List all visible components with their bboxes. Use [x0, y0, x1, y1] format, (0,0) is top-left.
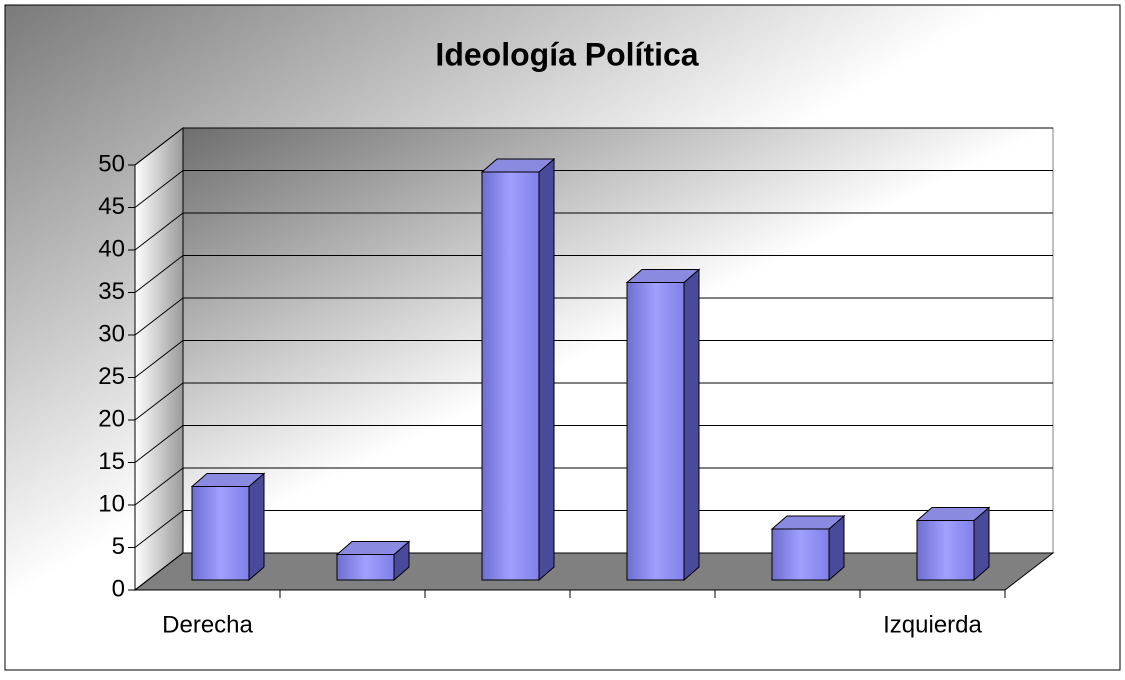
- grid-line: [134, 340, 184, 378]
- y-tick-label: 20: [98, 405, 125, 432]
- bar-side: [683, 268, 700, 582]
- x-tick-label: Derecha: [162, 611, 253, 638]
- grid-line: [134, 212, 184, 251]
- bar-side: [248, 472, 265, 582]
- chart-title: Ideología Política: [435, 36, 698, 72]
- bar: [626, 282, 685, 581]
- grid-line: [134, 127, 184, 166]
- y-tick-label: 35: [98, 278, 125, 305]
- bar-side: [538, 157, 555, 582]
- y-tick-label: 0: [112, 575, 125, 602]
- y-tick-label: 25: [98, 363, 125, 390]
- bar: [916, 520, 975, 581]
- y-tick-label: 5: [112, 533, 125, 560]
- y-tick-label: 10: [98, 490, 125, 517]
- grid-line: [134, 467, 184, 506]
- bar: [481, 171, 540, 581]
- y-tick-label: 40: [98, 235, 125, 262]
- grid-line: [134, 382, 184, 421]
- y-tick-label: 50: [98, 150, 125, 177]
- grid-line: [134, 425, 184, 463]
- bar: [771, 528, 830, 581]
- y-tick-label: 30: [98, 320, 125, 347]
- bar: [336, 554, 395, 581]
- grid-line: [134, 297, 184, 336]
- grid-line: [134, 255, 184, 293]
- y-tick-label: 45: [98, 193, 125, 220]
- x-tick-label: Izquierda: [883, 611, 982, 638]
- y-tick-label: 15: [98, 448, 125, 475]
- floor: [133, 552, 1055, 591]
- grid-line: [134, 170, 184, 208]
- bar: [191, 486, 250, 581]
- grid-line: [134, 510, 184, 548]
- grid-line: [134, 552, 184, 591]
